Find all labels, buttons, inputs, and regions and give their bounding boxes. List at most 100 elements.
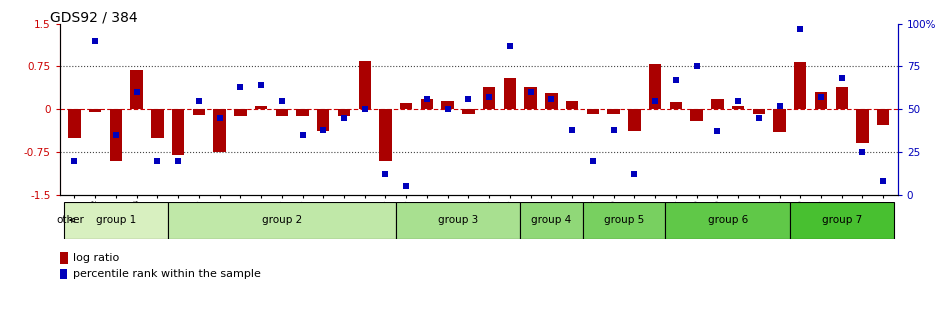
Bar: [649, 64, 661, 109]
Bar: [89, 109, 102, 112]
Bar: [752, 109, 765, 114]
Point: [503, 43, 518, 48]
Point: [689, 64, 704, 69]
Bar: [68, 109, 81, 138]
Bar: [712, 99, 724, 109]
Bar: [483, 87, 495, 109]
Bar: [504, 78, 516, 109]
Bar: [338, 109, 351, 116]
Bar: [60, 269, 67, 279]
Point: [440, 107, 455, 112]
Bar: [773, 109, 786, 132]
Bar: [296, 109, 309, 116]
Bar: [836, 87, 848, 109]
Text: group 2: group 2: [261, 215, 302, 225]
Point: [543, 96, 559, 101]
Bar: [463, 109, 475, 114]
Point: [87, 38, 103, 43]
Point: [170, 158, 185, 163]
Bar: [442, 101, 454, 109]
Point: [585, 158, 600, 163]
Point: [150, 158, 165, 163]
Point: [461, 96, 476, 101]
Bar: [60, 252, 68, 264]
Point: [606, 127, 621, 132]
Bar: [607, 109, 619, 114]
Bar: [317, 109, 330, 131]
Point: [233, 84, 248, 90]
Point: [564, 127, 580, 132]
Bar: [521, 202, 582, 239]
Point: [627, 172, 642, 177]
Point: [731, 98, 746, 103]
Bar: [168, 202, 396, 239]
Bar: [151, 109, 163, 138]
Point: [523, 89, 539, 95]
Point: [66, 158, 82, 163]
Point: [357, 107, 372, 112]
Bar: [665, 202, 789, 239]
Text: group 3: group 3: [438, 215, 478, 225]
Point: [378, 172, 393, 177]
Bar: [628, 109, 640, 131]
Point: [855, 150, 870, 155]
Bar: [582, 202, 665, 239]
Point: [108, 132, 124, 138]
Point: [129, 89, 144, 95]
Bar: [815, 92, 827, 109]
Point: [254, 83, 269, 88]
Bar: [379, 109, 391, 161]
Bar: [566, 101, 579, 109]
Point: [294, 132, 310, 138]
Bar: [255, 107, 267, 109]
Bar: [130, 70, 142, 109]
Point: [813, 94, 828, 100]
Point: [315, 127, 331, 132]
Point: [772, 103, 788, 109]
Bar: [214, 109, 226, 152]
Bar: [234, 109, 246, 116]
Point: [834, 76, 849, 81]
Bar: [789, 202, 894, 239]
Bar: [109, 109, 122, 161]
Bar: [856, 109, 868, 143]
Point: [212, 115, 227, 121]
Bar: [421, 99, 433, 109]
Bar: [276, 109, 288, 116]
Text: GDS92 / 384: GDS92 / 384: [50, 10, 138, 24]
Point: [751, 115, 767, 121]
Point: [668, 77, 683, 83]
Bar: [64, 202, 168, 239]
Text: group 6: group 6: [708, 215, 748, 225]
Bar: [172, 109, 184, 155]
Point: [399, 183, 414, 189]
Point: [482, 94, 497, 100]
Text: percentile rank within the sample: percentile rank within the sample: [73, 269, 261, 279]
Text: group 1: group 1: [96, 215, 136, 225]
Bar: [691, 109, 703, 121]
Bar: [193, 109, 205, 115]
Bar: [400, 103, 412, 109]
Text: group 4: group 4: [531, 215, 572, 225]
Point: [876, 178, 891, 184]
Point: [710, 129, 725, 134]
Point: [275, 98, 290, 103]
Text: group 5: group 5: [604, 215, 644, 225]
Point: [419, 96, 434, 101]
Bar: [396, 202, 521, 239]
Point: [191, 98, 206, 103]
Point: [336, 115, 351, 121]
Point: [648, 98, 663, 103]
Bar: [877, 109, 889, 125]
Point: [792, 26, 808, 31]
Text: group 7: group 7: [822, 215, 862, 225]
Text: log ratio: log ratio: [73, 253, 120, 263]
Text: other: other: [57, 215, 85, 225]
Bar: [732, 107, 744, 109]
Bar: [358, 61, 370, 109]
Bar: [545, 93, 558, 109]
Bar: [524, 87, 537, 109]
Bar: [670, 102, 682, 109]
Bar: [587, 109, 599, 114]
Bar: [794, 62, 807, 109]
